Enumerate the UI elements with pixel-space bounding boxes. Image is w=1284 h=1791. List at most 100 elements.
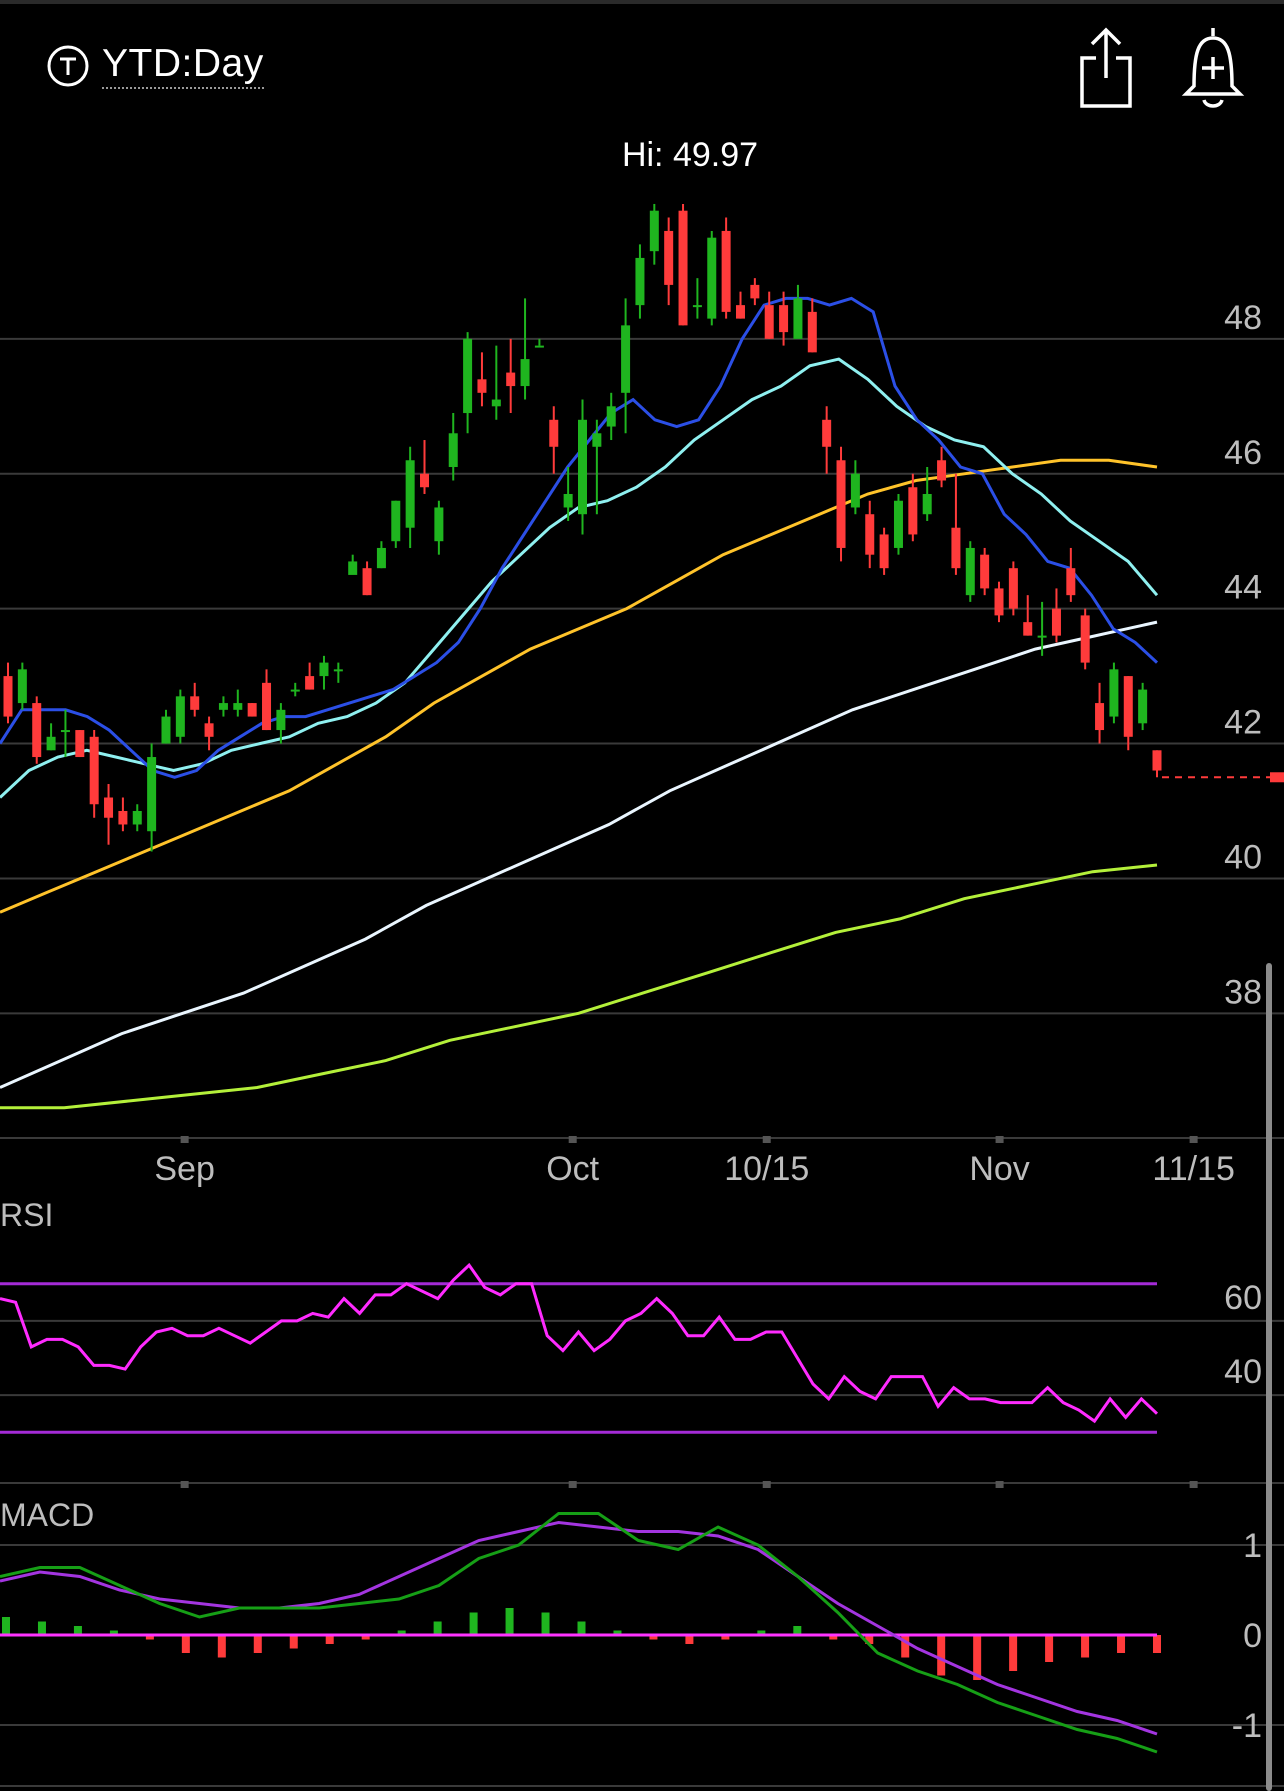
rsi-title: RSI: [0, 1197, 53, 1233]
macd-histogram-bar: [649, 1635, 658, 1640]
candle: [793, 284, 803, 339]
period-selector[interactable]: YTD:Day: [46, 42, 264, 89]
macd-histogram-bar: [253, 1635, 262, 1653]
candle: [161, 709, 171, 744]
candle-body: [1095, 703, 1105, 731]
rsi-pane[interactable]: RSI 40 60: [0, 1197, 1284, 1488]
candle-body: [60, 730, 70, 733]
candle: [692, 278, 702, 319]
candle-body: [247, 703, 257, 717]
scroll-bar[interactable]: [1266, 963, 1272, 1791]
candle: [850, 460, 860, 515]
candle: [362, 561, 372, 596]
candle: [118, 797, 128, 832]
price-y-tick: 46: [1224, 434, 1262, 472]
share-button[interactable]: [1076, 26, 1136, 110]
x-tick-label: Oct: [546, 1150, 599, 1188]
candle-body: [937, 460, 947, 481]
price-y-tick: 40: [1224, 838, 1262, 876]
candle: [1138, 682, 1148, 731]
last-price-marker: [1270, 772, 1284, 783]
candle: [348, 554, 358, 575]
macd-histogram-bar: [217, 1635, 226, 1658]
candle-body: [563, 493, 573, 508]
candle: [994, 581, 1004, 623]
candle-body: [606, 406, 616, 427]
candle: [606, 392, 616, 441]
macd-histogram-bar: [937, 1635, 946, 1676]
candle: [649, 203, 659, 265]
candle: [721, 217, 731, 319]
candle: [60, 709, 70, 758]
price-y-tick: 44: [1224, 569, 1262, 607]
candle: [104, 784, 114, 845]
candle: [175, 689, 185, 744]
rsi-tick-mark: [180, 1481, 189, 1488]
price-y-tick: 42: [1224, 704, 1262, 742]
macd-line: [0, 1512, 1158, 1754]
candle-body: [305, 676, 315, 690]
macd-histogram-bar: [973, 1635, 982, 1680]
macd-histogram-bar: [289, 1635, 298, 1649]
candle: [477, 352, 487, 407]
candle-body: [218, 703, 228, 710]
candle: [621, 298, 631, 434]
candle-body: [1023, 622, 1033, 636]
candle: [1023, 595, 1033, 636]
chart-header: YTD:Day: [0, 20, 1284, 120]
candle: [635, 244, 645, 319]
candle: [75, 730, 85, 758]
candle: [980, 547, 990, 596]
top-divider: [0, 0, 1284, 4]
candle-body: [391, 500, 401, 542]
candle-body: [319, 662, 329, 677]
candle: [549, 406, 559, 474]
candle-body: [735, 305, 745, 319]
period-label: YTD:Day: [102, 42, 264, 89]
x-tick-label: Sep: [154, 1150, 215, 1188]
candle-body: [994, 588, 1004, 616]
macd-histogram-bar: [361, 1635, 370, 1640]
candle-body: [1066, 568, 1076, 596]
candle: [247, 703, 257, 717]
candle-body: [491, 399, 501, 407]
candle: [1051, 588, 1061, 643]
candle: [965, 541, 975, 602]
candle-body: [434, 507, 444, 542]
macd-histogram-bar: [469, 1612, 478, 1635]
candle: [578, 399, 587, 535]
candle-body: [1080, 615, 1090, 663]
candle-body: [578, 419, 587, 515]
candle-body: [822, 419, 832, 447]
candle-body: [664, 230, 674, 285]
candle: [3, 662, 13, 724]
macd-histogram-bar: [73, 1626, 82, 1635]
candle-body: [1051, 608, 1061, 636]
candle-body: [147, 757, 157, 832]
macd-histogram-bar: [109, 1630, 118, 1635]
candle-body: [1008, 568, 1018, 609]
candle-body: [376, 547, 386, 569]
candle-body: [1109, 669, 1119, 717]
candle-body: [520, 359, 530, 387]
candle-body: [161, 716, 171, 744]
candle-body: [506, 372, 516, 387]
candle: [865, 500, 875, 569]
candle: [305, 662, 315, 690]
candle-body: [17, 669, 27, 704]
macd-histogram-bar: [2, 1617, 10, 1635]
candle: [592, 419, 602, 515]
ticker-circle-icon: [47, 45, 89, 86]
candle-body: [980, 554, 990, 589]
macd-pane[interactable]: MACD -1 0 1: [0, 1497, 1284, 1787]
candle: [434, 500, 444, 555]
candle-body: [118, 810, 128, 825]
candle: [779, 291, 789, 346]
macd-histogram-bar: [325, 1635, 334, 1644]
candle: [233, 689, 243, 717]
candle-body: [721, 230, 731, 312]
candle: [391, 500, 401, 548]
add-alert-button[interactable]: [1180, 24, 1246, 110]
candle: [1152, 750, 1162, 778]
